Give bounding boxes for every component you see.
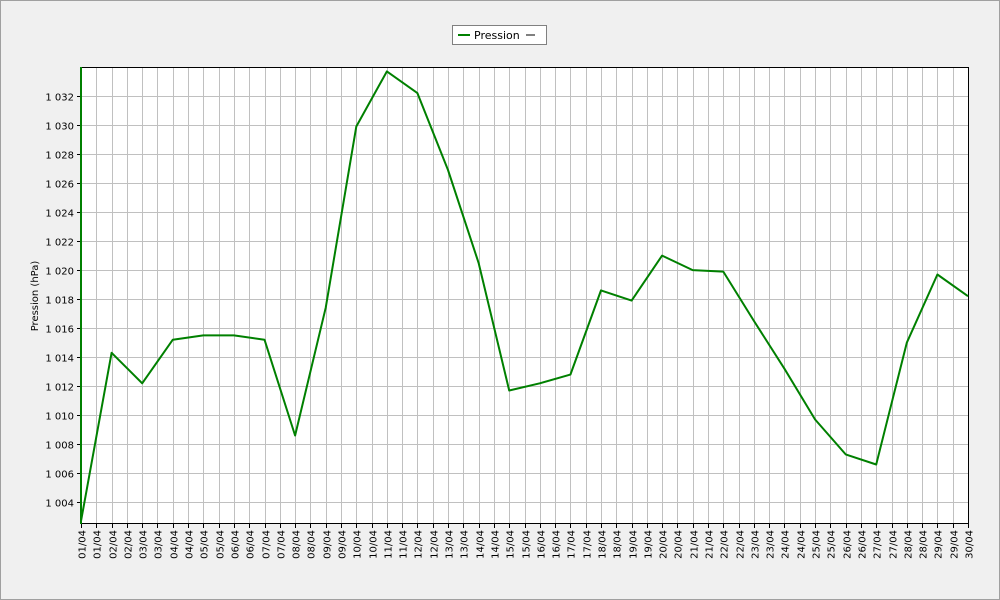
y-tick-label: 1 008 <box>45 441 74 452</box>
x-tick-label: 05/04 <box>200 530 211 559</box>
x-tick-label: 02/04 <box>109 530 120 559</box>
x-tick-label: 21/04 <box>705 530 716 559</box>
y-tick-label: 1 024 <box>45 209 74 220</box>
x-tick-label: 14/04 <box>491 530 502 559</box>
x-tick-label: 10/04 <box>369 530 380 559</box>
series-line <box>80 70 969 522</box>
x-tick-label: 24/04 <box>797 530 808 559</box>
x-tick-label: 12/04 <box>430 530 441 559</box>
x-tick-label: 06/04 <box>231 530 242 559</box>
x-tick-label: 07/04 <box>277 530 288 559</box>
x-tick-label: 10/04 <box>353 530 364 559</box>
x-tick-label: 27/04 <box>873 530 884 559</box>
y-tick-label: 1 020 <box>45 267 74 278</box>
x-tick-label: 20/04 <box>659 530 670 559</box>
y-tick-label: 1 028 <box>45 151 74 162</box>
x-tick-label: 09/04 <box>323 530 334 559</box>
x-tick-labels: 01/04 01/04 02/04 02/04 03/04 03/04 04/04 04/04… <box>78 530 976 559</box>
x-tick-label: 25/04 <box>827 530 838 559</box>
x-tick-label: 11/04 <box>384 530 395 559</box>
grid-layer <box>77 67 969 528</box>
x-tick-label: 15/04 <box>506 530 517 559</box>
x-tick-label: 19/04 <box>629 530 640 559</box>
y-tick-label: 1 022 <box>45 238 74 249</box>
x-tick-label: 28/04 <box>919 530 930 559</box>
x-tick-label: 08/04 <box>292 530 303 559</box>
legend-label: Pression <box>474 29 520 42</box>
x-tick-label: 13/04 <box>460 530 471 559</box>
x-tick-label: 04/04 <box>170 530 181 559</box>
y-tick-label: 1 004 <box>45 499 74 510</box>
x-tick-label: 22/04 <box>736 530 747 559</box>
y-tick-label: 1 006 <box>45 470 74 481</box>
x-tick-label: 27/04 <box>889 530 900 559</box>
x-tick-label: 01/04 <box>93 530 104 559</box>
x-tick-label: 06/04 <box>246 530 257 559</box>
x-tick-label: 13/04 <box>445 530 456 559</box>
x-tick-label: 18/04 <box>613 530 624 559</box>
x-tick-label: 08/04 <box>307 530 318 559</box>
y-tick-label: 1 026 <box>45 180 74 191</box>
y-tick-label: 1 014 <box>45 354 74 365</box>
x-tick-label: 07/04 <box>262 530 273 559</box>
x-tick-label: 17/04 <box>583 530 594 559</box>
x-tick-label: 22/04 <box>720 530 731 559</box>
x-tick-label: 19/04 <box>644 530 655 559</box>
x-tick-label: 15/04 <box>522 530 533 559</box>
x-tick-label: 04/04 <box>185 530 196 559</box>
legend-box <box>452 25 547 45</box>
x-tick-label: 29/04 <box>950 530 961 559</box>
y-tick-label: 1 032 <box>45 93 74 104</box>
y-tick-label: 1 018 <box>45 296 74 307</box>
x-tick-label: 30/04 <box>965 530 976 559</box>
y-tick-label: 1 030 <box>45 122 74 133</box>
y-tick-label: 1 010 <box>45 412 74 423</box>
x-tick-label: 16/04 <box>552 530 563 559</box>
x-tick-label: 28/04 <box>904 530 915 559</box>
x-tick-label: 23/04 <box>766 530 777 559</box>
y-tick-label: 1 016 <box>45 325 74 336</box>
x-tick-label: 14/04 <box>476 530 487 559</box>
x-tick-label: 20/04 <box>674 530 685 559</box>
x-tick-label: 01/04 <box>78 530 89 559</box>
x-tick-label: 26/04 <box>843 530 854 559</box>
x-tick-label: 03/04 <box>139 530 150 559</box>
legend: Pression <box>452 25 547 45</box>
y-axis-label: Pression (hPa) <box>30 261 41 332</box>
x-tick-label: 29/04 <box>934 530 945 559</box>
x-tick-label: 18/04 <box>598 530 609 559</box>
x-tick-label: 16/04 <box>537 530 548 559</box>
x-tick-label: 24/04 <box>781 530 792 559</box>
series-layer <box>80 70 969 522</box>
x-tick-label: 26/04 <box>858 530 869 559</box>
y-tick-label: 1 012 <box>45 383 74 394</box>
y-tick-labels: 1 004 1 006 1 008 1 010 1 012 1 014 1 016 1 018… <box>45 93 74 510</box>
x-tick-label: 09/04 <box>338 530 349 559</box>
plot-area <box>80 67 969 524</box>
x-tick-label: 23/04 <box>751 530 762 559</box>
x-tick-label: 02/04 <box>124 530 135 559</box>
x-tick-label: 12/04 <box>414 530 425 559</box>
x-tick-label: 21/04 <box>690 530 701 559</box>
x-tick-label: 25/04 <box>812 530 823 559</box>
x-tick-label: 11/04 <box>399 530 410 559</box>
x-tick-label: 17/04 <box>567 530 578 559</box>
x-tick-label: 05/04 <box>216 530 227 559</box>
x-tick-label: 03/04 <box>154 530 165 559</box>
